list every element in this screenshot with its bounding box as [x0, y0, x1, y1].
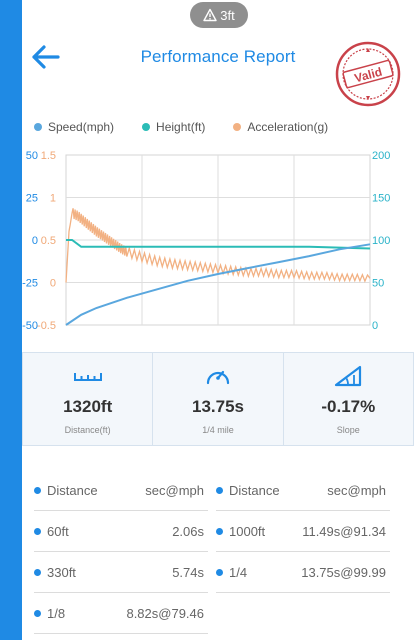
stat-quarter-mile: 13.75s 1/4 mile	[152, 352, 283, 446]
speedometer-icon	[203, 365, 233, 387]
arrow-left-icon	[32, 45, 60, 69]
split-time: 11.49s@91.34	[302, 523, 386, 539]
legend-item-height: Height(ft)	[142, 120, 205, 134]
split-time: 5.74s	[172, 564, 204, 580]
stat-slope: -0.17% Slope	[282, 352, 414, 446]
bullet-dot-icon	[216, 527, 223, 535]
table-cell: 1/4 13.75s@99.99	[216, 552, 390, 593]
bullet-dot-icon	[216, 486, 223, 494]
status-pill: 3ft	[190, 2, 248, 28]
right-tick-label: 100	[372, 235, 390, 247]
status-pill-text: 3ft	[220, 7, 235, 23]
left-outer-tick-label: -50	[22, 320, 38, 332]
bullet-dot-icon	[34, 486, 41, 494]
height-dot-icon	[142, 123, 151, 131]
split-distance: 1000ft	[229, 523, 266, 539]
acceleration-dot-icon	[233, 123, 242, 131]
split-distance: 1/8	[47, 605, 66, 621]
slope-icon	[333, 365, 363, 387]
stat-label: Slope	[336, 425, 360, 435]
left-inner-tick-label: 1	[50, 193, 56, 205]
left-outer-tick-label: -25	[22, 278, 38, 290]
legend-item-acceleration: Acceleration(g)	[233, 120, 328, 134]
table-cell: Distance sec@mph	[34, 470, 208, 511]
stat-value: -0.17%	[321, 397, 376, 416]
left-inner-tick-label: -0.5	[37, 320, 56, 332]
speed-series-line	[65, 243, 371, 326]
table-cell: 60ft 2.06s	[34, 511, 208, 552]
legend-label: Height(ft)	[156, 120, 206, 134]
stat-label: Distance(ft)	[64, 425, 111, 435]
height-series-line	[66, 239, 371, 250]
bullet-dot-icon	[34, 568, 41, 576]
split-distance: 60ft	[47, 523, 69, 539]
table-row: 1/8 8.82s@79.46	[34, 593, 390, 634]
speed-dot-icon	[34, 123, 42, 131]
left-outer-tick-label: 25	[26, 193, 38, 205]
split-time: 2.06s	[172, 523, 204, 539]
chart-legend: Speed(mph) Height(ft) Acceleration(g)	[34, 120, 328, 134]
stat-label: 1/4 mile	[202, 425, 234, 435]
table-cell	[216, 593, 390, 634]
stats-panel: 1320ft Distance(ft) 13.75s 1/4 mile -0.1…	[22, 352, 414, 446]
right-tick-label: 150	[372, 193, 390, 205]
page-title: Performance Report	[140, 47, 296, 66]
bullet-dot-icon	[34, 609, 41, 617]
column-header: sec@mph	[145, 482, 204, 498]
split-time: 8.82s@79.46	[126, 605, 204, 621]
split-time: 13.75s@99.99	[301, 564, 386, 580]
legend-item-speed: Speed(mph)	[34, 120, 114, 134]
bullet-dot-icon	[216, 568, 223, 576]
right-tick-label: 200	[372, 150, 390, 162]
left-outer-tick-label: 50	[26, 150, 38, 162]
legend-label: Speed(mph)	[48, 120, 115, 134]
table-cell: Distance sec@mph	[216, 470, 390, 511]
ruler-icon	[73, 365, 103, 387]
left-inner-tick-label: 1.5	[41, 150, 56, 162]
valid-stamp-icon: Valid	[335, 41, 401, 107]
left-inner-tick-label: 0.5	[41, 235, 56, 247]
table-cell: 1/8 8.82s@79.46	[34, 593, 208, 634]
warning-icon	[203, 8, 217, 22]
acceleration-series-line	[65, 208, 371, 283]
left-outer-tick-label: 0	[32, 235, 38, 247]
table-cell: 1000ft 11.49s@91.34	[216, 511, 390, 552]
table-header-row: Distance sec@mph Distance sec@mph	[34, 470, 390, 511]
table-cell: 330ft 5.74s	[34, 552, 208, 593]
table-row: 330ft 5.74s 1/4 13.75s@99.99	[34, 552, 390, 593]
table-row: 60ft 2.06s 1000ft 11.49s@91.34	[34, 511, 390, 552]
left-inner-tick-label: 0	[50, 278, 56, 290]
split-distance: 1/4	[229, 564, 248, 580]
back-button[interactable]	[30, 42, 62, 72]
legend-label: Acceleration(g)	[247, 120, 329, 134]
splits-table: Distance sec@mph Distance sec@mph 60ft 2…	[34, 470, 390, 634]
stat-value: 1320ft	[63, 397, 113, 416]
split-distance: 330ft	[47, 564, 76, 580]
left-accent-bar	[0, 0, 22, 640]
column-header: Distance	[229, 482, 280, 498]
right-tick-label: 0	[372, 320, 378, 332]
bullet-dot-icon	[34, 527, 41, 535]
column-header: Distance	[47, 482, 98, 498]
right-tick-label: 50	[372, 278, 384, 290]
stat-distance: 1320ft Distance(ft)	[22, 352, 153, 446]
stat-value: 13.75s	[191, 397, 244, 416]
column-header: sec@mph	[327, 482, 386, 498]
